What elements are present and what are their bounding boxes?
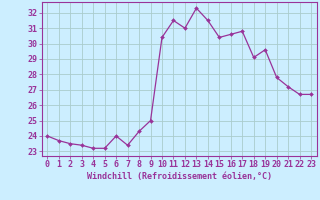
X-axis label: Windchill (Refroidissement éolien,°C): Windchill (Refroidissement éolien,°C) [87,172,272,181]
